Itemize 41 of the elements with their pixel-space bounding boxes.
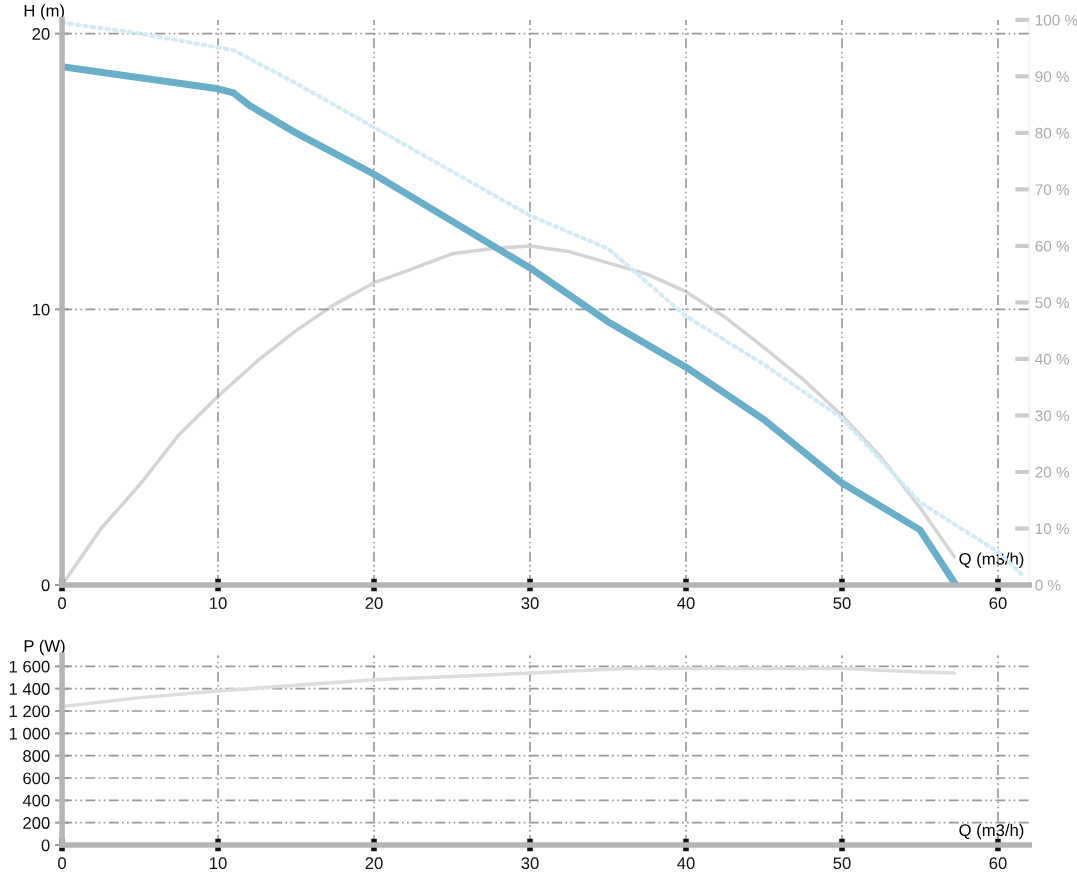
x-tick-label: 30: [521, 597, 539, 610]
y2-tick-label: 100 %: [1035, 14, 1077, 26]
x-tick-label: 40: [677, 857, 695, 870]
x-tick-label: 10: [210, 597, 227, 610]
y2-tick-label: 30 %: [1035, 410, 1070, 422]
y2-tick-label: 90 %: [1035, 71, 1070, 83]
x-tick-label: 50: [833, 857, 851, 870]
x-tick-label: 20: [365, 597, 383, 610]
y-tick-label: 0: [41, 579, 50, 592]
y2-tick-label: 80 %: [1035, 127, 1070, 139]
x-tick-label: 60: [989, 857, 1007, 870]
x-tick-label: 40: [677, 597, 695, 610]
y-tick-label: 1 600: [9, 660, 50, 673]
y2-tick-label: 40 %: [1035, 353, 1070, 365]
y-tick-label: 0: [41, 839, 50, 852]
y2-tick-label: 60 %: [1035, 240, 1070, 252]
x-tick-label: 0: [58, 597, 67, 610]
y2-tick-label: 0 %: [1035, 579, 1061, 591]
y-tick-label: 400: [22, 794, 50, 807]
y-tick-label: 1 400: [9, 683, 50, 695]
x-axis-title: Q (m3/h): [959, 823, 1024, 840]
line-series: [62, 666, 957, 709]
line-series: [62, 244, 957, 585]
y2-tick-label: 20 %: [1035, 466, 1070, 478]
y-tick-label: 800: [23, 750, 50, 762]
x-tick-label: 0: [58, 857, 67, 870]
x-tick-label: 20: [365, 857, 383, 870]
y2-tick-label: 70 %: [1035, 184, 1070, 196]
x-tick-label: 60: [989, 597, 1007, 610]
x-tick-label: 50: [833, 597, 851, 610]
y-tick-label: 20: [32, 28, 50, 40]
y-tick-label: 1 000: [9, 727, 50, 740]
y-tick-label: 600: [23, 772, 50, 785]
y-tick-label: 10: [32, 303, 50, 316]
y-axis-title: P (W): [24, 639, 65, 656]
y-tick-label: 1 200: [9, 705, 50, 718]
y2-tick-label: 10 %: [1035, 523, 1070, 535]
x-tick-label: 10: [210, 857, 227, 870]
x-tick-label: 30: [521, 857, 539, 870]
y-tick-label: 200: [23, 817, 50, 829]
y2-tick-label: 50 %: [1035, 297, 1070, 309]
